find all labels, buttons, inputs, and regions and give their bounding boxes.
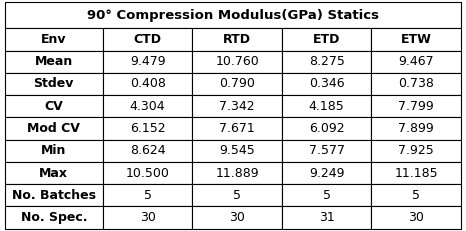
Bar xyxy=(5,73,103,95)
Bar xyxy=(103,207,192,229)
Text: 9.467: 9.467 xyxy=(398,55,434,68)
Text: 11.185: 11.185 xyxy=(395,167,438,179)
Text: 7.899: 7.899 xyxy=(398,122,434,135)
Bar xyxy=(103,140,192,162)
Bar xyxy=(282,207,371,229)
Bar xyxy=(371,28,461,51)
Bar xyxy=(192,140,282,162)
Text: 0.790: 0.790 xyxy=(219,77,255,91)
Bar xyxy=(192,117,282,140)
Bar xyxy=(282,117,371,140)
Bar xyxy=(282,162,371,184)
Bar xyxy=(371,73,461,95)
Text: CV: CV xyxy=(44,100,63,113)
Text: No. Spec.: No. Spec. xyxy=(21,211,87,224)
Bar xyxy=(192,95,282,117)
Text: 0.738: 0.738 xyxy=(398,77,434,91)
Text: 9.545: 9.545 xyxy=(219,144,255,157)
Bar xyxy=(103,73,192,95)
Bar xyxy=(192,162,282,184)
Text: Min: Min xyxy=(41,144,67,157)
Bar xyxy=(5,51,103,73)
Bar xyxy=(103,184,192,207)
Text: 6.092: 6.092 xyxy=(309,122,344,135)
Text: 31: 31 xyxy=(319,211,335,224)
Text: 8.624: 8.624 xyxy=(130,144,165,157)
Bar xyxy=(371,95,461,117)
Text: 5: 5 xyxy=(412,189,420,202)
Text: 5: 5 xyxy=(322,189,330,202)
Text: 5: 5 xyxy=(144,189,151,202)
Text: 10.760: 10.760 xyxy=(215,55,259,68)
Text: 4.185: 4.185 xyxy=(309,100,344,113)
Text: Mean: Mean xyxy=(34,55,73,68)
Text: No. Batches: No. Batches xyxy=(12,189,96,202)
Text: 9.249: 9.249 xyxy=(309,167,344,179)
Bar xyxy=(371,162,461,184)
Text: 4.304: 4.304 xyxy=(130,100,165,113)
Bar xyxy=(5,28,103,51)
Text: 8.275: 8.275 xyxy=(308,55,344,68)
Text: CTD: CTD xyxy=(134,33,162,46)
Text: 7.342: 7.342 xyxy=(219,100,255,113)
Bar xyxy=(371,207,461,229)
Bar xyxy=(103,162,192,184)
Text: RTD: RTD xyxy=(223,33,251,46)
Bar xyxy=(5,2,461,28)
Bar xyxy=(371,51,461,73)
Text: 0.346: 0.346 xyxy=(309,77,344,91)
Bar xyxy=(192,51,282,73)
Text: 9.479: 9.479 xyxy=(130,55,165,68)
Bar xyxy=(282,51,371,73)
Bar xyxy=(371,184,461,207)
Bar xyxy=(5,207,103,229)
Bar xyxy=(103,28,192,51)
Bar xyxy=(371,140,461,162)
Bar xyxy=(192,207,282,229)
Text: 0.408: 0.408 xyxy=(130,77,165,91)
Bar xyxy=(371,117,461,140)
Text: 7.671: 7.671 xyxy=(219,122,255,135)
Text: Stdev: Stdev xyxy=(34,77,74,91)
Text: 30: 30 xyxy=(408,211,425,224)
Text: 30: 30 xyxy=(140,211,156,224)
Text: Mod CV: Mod CV xyxy=(27,122,80,135)
Bar xyxy=(282,140,371,162)
Bar xyxy=(5,95,103,117)
Bar xyxy=(192,28,282,51)
Text: 6.152: 6.152 xyxy=(130,122,165,135)
Text: 10.500: 10.500 xyxy=(126,167,170,179)
Bar xyxy=(103,51,192,73)
Text: 30: 30 xyxy=(229,211,245,224)
Bar xyxy=(282,95,371,117)
Bar xyxy=(282,28,371,51)
Bar xyxy=(192,184,282,207)
Text: ETW: ETW xyxy=(401,33,432,46)
Text: Env: Env xyxy=(41,33,67,46)
Text: Max: Max xyxy=(39,167,68,179)
Bar xyxy=(5,162,103,184)
Text: 90° Compression Modulus(GPa) Statics: 90° Compression Modulus(GPa) Statics xyxy=(87,9,379,22)
Bar xyxy=(5,140,103,162)
Text: 11.889: 11.889 xyxy=(215,167,259,179)
Text: 7.577: 7.577 xyxy=(308,144,345,157)
Bar xyxy=(103,95,192,117)
Bar xyxy=(192,73,282,95)
Text: 7.925: 7.925 xyxy=(398,144,434,157)
Bar xyxy=(5,184,103,207)
Bar xyxy=(5,117,103,140)
Text: 5: 5 xyxy=(233,189,241,202)
Bar xyxy=(282,184,371,207)
Bar xyxy=(282,73,371,95)
Text: 7.799: 7.799 xyxy=(398,100,434,113)
Bar xyxy=(103,117,192,140)
Text: ETD: ETD xyxy=(313,33,340,46)
